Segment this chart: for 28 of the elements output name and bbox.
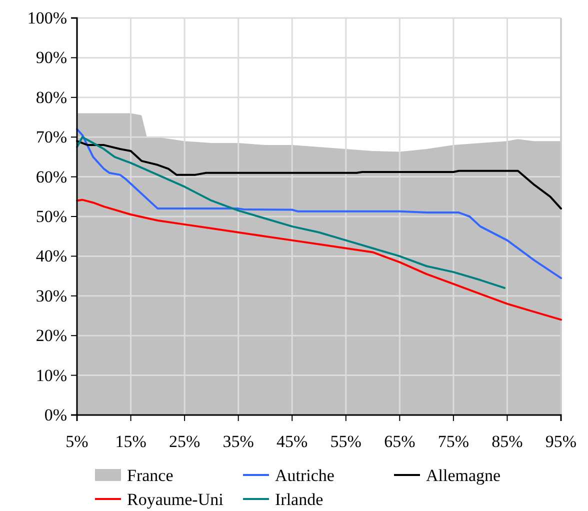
- x-tick-label: 85%: [492, 432, 523, 452]
- legend-label: Royaume-Uni: [127, 490, 224, 509]
- x-tick-label: 55%: [330, 432, 362, 452]
- legend-label: Allemagne: [426, 466, 501, 485]
- y-tick-label: 20%: [36, 326, 67, 346]
- x-tick-label: 35%: [222, 432, 254, 452]
- legend-label: Irlande: [275, 490, 324, 509]
- y-tick-label: 50%: [36, 206, 67, 226]
- y-tick-label: 30%: [36, 286, 67, 306]
- x-tick-label: 65%: [384, 432, 416, 452]
- legend-label: Autriche: [275, 466, 334, 485]
- x-tick-label: 25%: [168, 432, 200, 452]
- x-tick-label: 95%: [545, 432, 577, 452]
- y-tick-label: 10%: [36, 366, 67, 385]
- x-tick-label: 15%: [115, 432, 146, 452]
- y-tick-label: 0%: [44, 405, 67, 424]
- line-series: [76, 136, 506, 289]
- line-series: [76, 198, 562, 321]
- x-tick-label: 45%: [276, 432, 308, 452]
- x-tick-label: 75%: [438, 432, 470, 452]
- y-tick-label: 90%: [36, 48, 67, 68]
- y-tick-label: 40%: [36, 246, 67, 266]
- x-tick-label: 5%: [66, 432, 88, 452]
- y-tick-label: 70%: [36, 128, 67, 147]
- y-tick-label: 80%: [36, 88, 67, 107]
- legend-label: France: [127, 466, 174, 485]
- y-tick-label: 100%: [27, 8, 67, 28]
- y-tick-label: 60%: [36, 167, 67, 186]
